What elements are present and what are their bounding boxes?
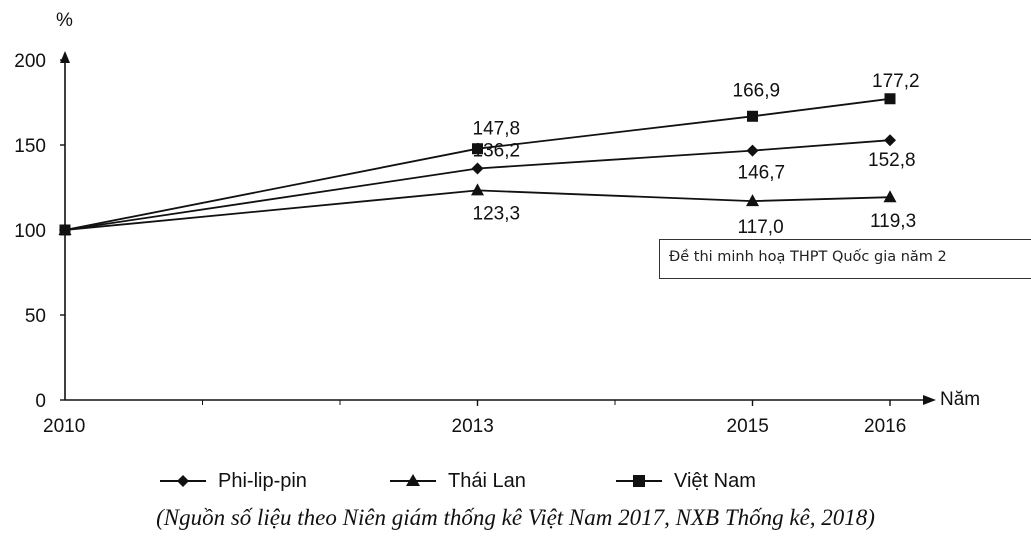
square-point-vietnam — [884, 93, 896, 105]
y-tick-label: 0 — [35, 391, 46, 412]
series-line-vietnam — [64, 97, 891, 231]
data-label-thailand: 123,3 — [473, 203, 521, 224]
x-tick-label: 2010 — [43, 416, 85, 437]
exam-watermark-box: Đề thi minh hoạ THPT Quốc gia năm 2 — [659, 239, 1031, 279]
legend-label-thailand: Thái Lan — [448, 469, 526, 492]
square-point-vietnam — [59, 224, 71, 236]
data-label-vietnam: 147,8 — [473, 119, 521, 140]
y-tick-label: 100 — [14, 221, 46, 242]
y-tick-label: 150 — [14, 136, 46, 157]
series-line-thailand — [64, 189, 891, 231]
x-axis-label: Năm — [940, 389, 980, 410]
diamond-point-philippines — [471, 162, 484, 175]
data-label-thailand: 117,0 — [738, 217, 784, 238]
legend-item-thailand: Thái Lan — [390, 466, 526, 496]
x-tick-label: 2013 — [452, 416, 494, 437]
source-note: (Nguồn số liệu theo Niên giám thống kê V… — [156, 505, 875, 530]
square-line-icon — [616, 475, 662, 487]
legend-item-vietnam: Việt Nam — [616, 466, 756, 496]
data-label-philippines: 146,7 — [738, 163, 786, 184]
x-tick-label: 2016 — [864, 416, 906, 437]
triangle-point-thailand — [471, 183, 484, 196]
square-point-vietnam — [747, 110, 758, 122]
legend-label-philippines: Phi-lip-pin — [218, 469, 307, 492]
y-axis-label: % — [56, 10, 73, 31]
triangle-line-icon — [390, 474, 436, 486]
y-tick-label: 200 — [14, 51, 46, 72]
square-point-vietnam — [472, 143, 483, 155]
data-label-philippines: 136,2 — [473, 140, 521, 161]
x-axis-arrow-icon — [923, 395, 936, 405]
series-line-philippines — [64, 139, 891, 231]
x-tick-label: 2015 — [727, 416, 769, 437]
diamond-point-philippines — [884, 134, 896, 147]
legend-label-vietnam: Việt Nam — [674, 469, 756, 492]
triangle-point-thailand — [746, 194, 759, 207]
legend-item-philippines: Phi-lip-pin — [160, 466, 307, 496]
data-label-thailand: 119,3 — [870, 211, 916, 232]
triangle-point-thailand — [883, 190, 897, 203]
data-label-vietnam: 166,9 — [733, 80, 781, 101]
data-label-philippines: 152,8 — [868, 150, 916, 171]
y-tick-label: 50 — [25, 306, 46, 327]
data-label-vietnam: 177,2 — [872, 71, 920, 92]
diamond-point-philippines — [746, 144, 759, 157]
y-axis-arrow-icon — [60, 51, 70, 63]
diamond-line-icon — [160, 475, 206, 487]
chart-legend: Phi-lip-pin Thái Lan Việt Nam — [0, 466, 1031, 496]
